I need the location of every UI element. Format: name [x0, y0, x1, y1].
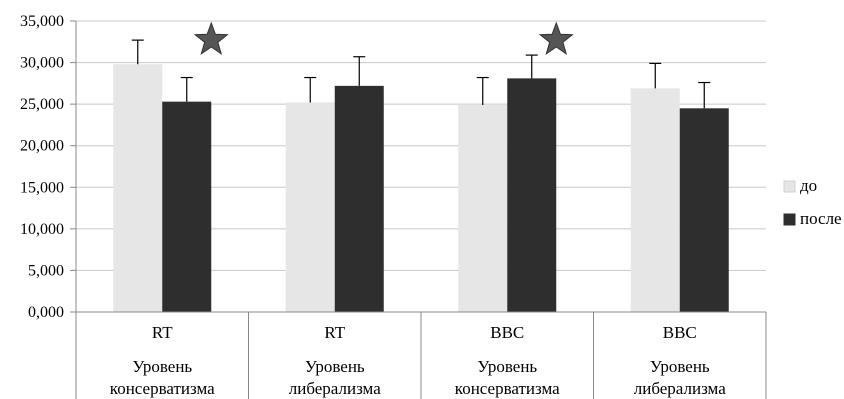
category-label-bottom: Уровень	[132, 357, 192, 376]
category-label-bottom: Уровень	[477, 357, 537, 376]
significance-stars	[193, 21, 574, 55]
y-tick-label: 30,000	[20, 55, 64, 72]
category-label-bottom: либерализма	[634, 379, 726, 398]
category-label-bottom: либерализма	[289, 379, 381, 398]
bar-after	[507, 78, 557, 313]
category-label-bottom: консерватизма	[110, 379, 215, 398]
category-label-bottom: консерватизма	[455, 379, 560, 398]
error-bars	[131, 39, 711, 109]
legend-label: после	[800, 209, 842, 228]
y-axis-ticks: 0,000 5,000 10,000 15,000 20,000 25,000 30,000…	[20, 13, 76, 321]
y-tick-label: 5,000	[28, 262, 64, 279]
bars	[113, 64, 729, 313]
category-label-top: BBC	[490, 323, 524, 342]
bar-before	[630, 88, 680, 313]
legend-label: до	[800, 176, 817, 195]
y-tick-label: 10,000	[20, 221, 64, 238]
y-tick-label: 20,000	[20, 138, 64, 155]
bar-before	[113, 64, 163, 312]
legend: до после	[783, 176, 842, 228]
category-label-bottom: Уровень	[650, 357, 710, 376]
y-tick-label: 0,000	[28, 304, 64, 321]
star-icon	[538, 21, 574, 55]
bar-after	[334, 85, 384, 312]
category-label-bottom: Уровень	[305, 357, 365, 376]
y-tick-label: 35,000	[20, 13, 64, 30]
x-axis: RT Уровень консерватизма RT Уровень либерализ…	[75, 21, 767, 399]
bar-before	[285, 102, 335, 312]
y-tick-label: 25,000	[20, 96, 64, 113]
legend-swatch	[783, 213, 796, 226]
category-label-top: RT	[152, 323, 173, 342]
bar-after	[679, 108, 729, 312]
category-label-top: RT	[324, 323, 345, 342]
category-label-top: BBC	[663, 323, 697, 342]
legend-swatch	[783, 180, 796, 193]
y-tick-label: 15,000	[20, 179, 64, 196]
star-icon	[193, 21, 229, 55]
bar-after	[162, 101, 212, 312]
bar-before	[458, 104, 508, 312]
